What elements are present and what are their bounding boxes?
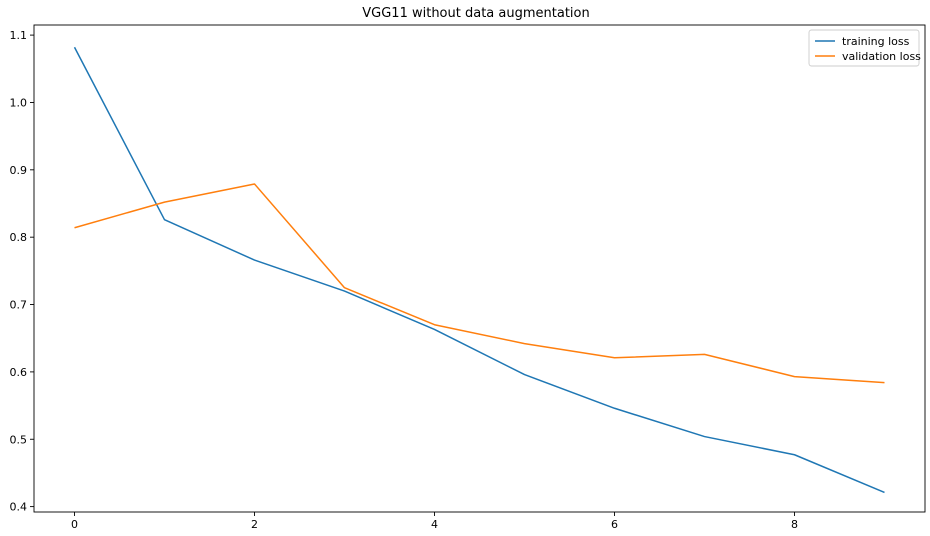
series-line-validation-loss	[74, 183, 885, 384]
legend-label: validation loss	[842, 50, 921, 63]
y-tick-label: 0.9	[10, 164, 28, 177]
y-tick-label: 0.5	[10, 433, 28, 446]
x-tick-label: 8	[791, 518, 798, 531]
y-tick-label: 0.7	[10, 299, 28, 312]
x-tick-label: 2	[251, 518, 258, 531]
y-tick-label: 0.6	[10, 366, 28, 379]
plot-area	[33, 24, 926, 513]
chart-title: VGG11 without data augmentation	[362, 6, 589, 21]
x-tick-label: 6	[611, 518, 618, 531]
y-tick-label: 0.8	[10, 231, 28, 244]
y-axis: 0.4 0.5 0.6 0.7 0.8 0.9 1.0 1.1	[10, 29, 34, 514]
plot-frame	[33, 24, 926, 513]
legend-box	[808, 29, 920, 67]
y-tick-label: 1.1	[10, 29, 28, 42]
x-axis: 0 2 4 6 8	[71, 512, 798, 531]
y-tick-label: 1.0	[10, 96, 28, 109]
x-tick-label: 4	[431, 518, 438, 531]
series-line-training-loss	[73, 46, 885, 494]
y-tick-label: 0.4	[10, 501, 28, 514]
legend-label: training loss	[842, 35, 910, 48]
series-layer	[73, 46, 885, 494]
x-tick-label: 0	[71, 518, 78, 531]
legend: training loss validation loss	[808, 29, 921, 67]
